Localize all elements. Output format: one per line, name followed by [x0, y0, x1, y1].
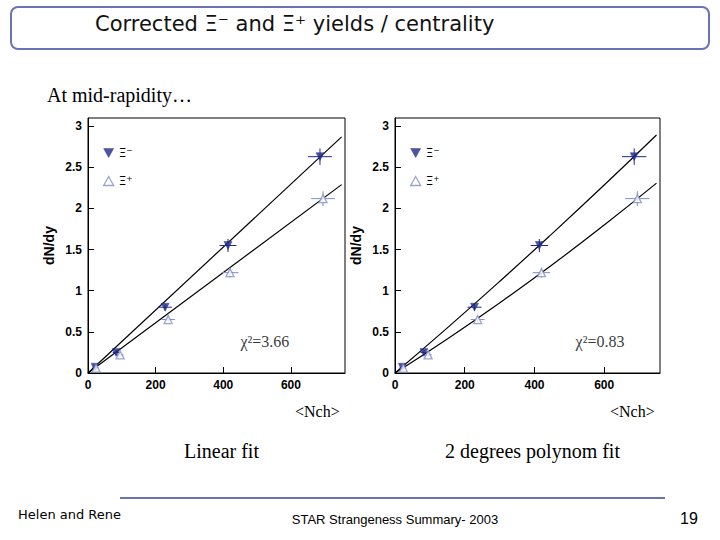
svg-text:<Nch>: <Nch>: [295, 403, 340, 420]
svg-text:200: 200: [455, 378, 475, 392]
svg-text:<Nch>: <Nch>: [610, 403, 655, 420]
svg-text:2.5: 2.5: [372, 160, 389, 174]
svg-text:0: 0: [85, 378, 92, 392]
svg-text:1.5: 1.5: [65, 243, 82, 257]
svg-text:Linear fit: Linear fit: [184, 440, 259, 462]
html-text:19: 19: [680, 510, 698, 527]
svg-text:0: 0: [392, 378, 399, 392]
svg-text:2: 2: [75, 201, 82, 215]
svg-text:0: 0: [382, 366, 389, 380]
svg-text:400: 400: [213, 378, 233, 392]
svg-text:1.5: 1.5: [372, 243, 389, 257]
html-text:STAR Strangeness Summary- 2003: STAR Strangeness Summary- 2003: [291, 512, 499, 527]
svg-text:200: 200: [146, 378, 166, 392]
svg-text:3: 3: [75, 119, 82, 133]
html-text:Helen and Rene: Helen and Rene: [18, 507, 121, 522]
svg-text:Ξ⁺: Ξ⁺: [426, 174, 440, 188]
svg-text:Ξ⁺: Ξ⁺: [119, 174, 133, 188]
svg-text:dN/dy: dN/dy: [41, 226, 57, 265]
svg-text:600: 600: [594, 378, 614, 392]
svg-text:1: 1: [75, 284, 82, 298]
html-text:At mid-rapidity…: At mid-rapidity…: [47, 84, 192, 106]
svg-text:χ²=0.83: χ²=0.83: [575, 333, 625, 351]
svg-text:2: 2: [382, 201, 389, 215]
svg-text:dN/dy: dN/dy: [348, 226, 364, 265]
svg-text:2.5: 2.5: [65, 160, 82, 174]
svg-text:3: 3: [382, 119, 389, 133]
svg-text:2 degrees polynom fit: 2 degrees polynom fit: [445, 440, 620, 463]
svg-text:1: 1: [382, 284, 389, 298]
svg-text:0.5: 0.5: [372, 325, 389, 339]
html-text:Corrected Ξ⁻ and Ξ⁺ yields / c: Corrected Ξ⁻ and Ξ⁺ yields / centrality: [95, 12, 495, 36]
svg-text:0.5: 0.5: [65, 325, 82, 339]
svg-text:χ²=3.66: χ²=3.66: [239, 333, 289, 351]
svg-text:Ξ⁻: Ξ⁻: [119, 146, 133, 160]
svg-text:0: 0: [75, 366, 82, 380]
svg-text:Ξ⁻: Ξ⁻: [426, 146, 440, 160]
svg-text:600: 600: [281, 378, 301, 392]
svg-text:400: 400: [524, 378, 544, 392]
